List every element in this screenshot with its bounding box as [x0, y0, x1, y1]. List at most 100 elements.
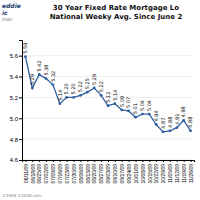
x-tick-mark [163, 160, 164, 162]
x-tick: 11/12/09 [174, 160, 180, 183]
data-label: 5.08 [119, 96, 125, 107]
y-tick-mark [19, 139, 22, 140]
x-tick-label: 09/24/09 [126, 164, 132, 184]
line [25, 57, 190, 132]
x-tick-mark [170, 160, 171, 162]
x-tick: 06/25/09 [36, 160, 42, 183]
x-tick-mark [156, 160, 157, 162]
x-tick-mark [67, 160, 68, 162]
y-tick: 5.2 [10, 95, 22, 101]
x-tick-label: 08/06/09 [78, 164, 84, 184]
point [169, 129, 172, 132]
data-label: 4.87 [160, 118, 166, 129]
x-tick-label: 09/17/09 [119, 164, 125, 184]
data-label: 5.42 [36, 60, 42, 71]
x-tick-mark [32, 160, 33, 162]
x-tick: 10/29/09 [160, 160, 166, 183]
x-tick: 07/09/09 [50, 160, 56, 183]
grid-line [22, 55, 194, 56]
x-tick-label: 07/09/09 [50, 164, 56, 184]
x-tick-label: 07/30/09 [71, 164, 77, 184]
point [65, 96, 68, 99]
x-tick-mark [177, 160, 178, 162]
x-tick: 08/27/09 [98, 160, 104, 183]
point [45, 77, 48, 80]
point [162, 130, 165, 133]
x-tick: 10/15/09 [147, 160, 153, 183]
x-tick-label: 09/03/09 [105, 164, 111, 184]
x-tick-mark [122, 160, 123, 162]
point [107, 104, 110, 107]
grid-line [22, 139, 194, 140]
x-tick-label: 08/13/09 [85, 164, 91, 184]
data-label: 5.29 [29, 74, 35, 85]
x-tick-mark [142, 160, 143, 162]
data-label: 5.25 [84, 78, 90, 89]
x-tick: 11/05/09 [167, 160, 173, 183]
x-tick-mark [149, 160, 150, 162]
y-tick: 5.6 [10, 53, 22, 59]
x-tick-label: 11/05/09 [167, 164, 173, 183]
plot-area: 4.64.85.05.25.45.606/11/0906/18/0906/25/… [10, 41, 195, 184]
x-tick-label: 11/26/09 [188, 164, 194, 183]
data-label: 5.22 [77, 81, 83, 92]
x-tick-mark [80, 160, 81, 162]
x-tick-mark [87, 160, 88, 162]
x-tick: 06/18/09 [30, 160, 36, 183]
point [72, 96, 75, 99]
y-tick-label: 4.6 [10, 157, 19, 163]
x-tick-mark [115, 160, 116, 162]
x-tick: 08/13/09 [85, 160, 91, 183]
x-tick-label: 07/23/09 [64, 164, 70, 184]
point [58, 102, 61, 105]
point [134, 116, 137, 119]
data-label: 4.94 [153, 110, 159, 121]
y-tick-label: 4.8 [10, 137, 19, 143]
y-tick-mark [19, 97, 22, 98]
x-tick: 07/23/09 [64, 160, 70, 183]
x-tick-mark [108, 160, 109, 162]
point [120, 109, 123, 112]
y-tick-label: 5.2 [10, 95, 19, 101]
x-axis-line [23, 161, 195, 163]
annotation: mac [2, 16, 13, 22]
x-tick: 06/11/09 [23, 160, 29, 183]
x-tick-label: 10/29/09 [160, 164, 166, 184]
y-tick-label: 5.6 [10, 53, 19, 59]
x-tick: 09/10/09 [112, 160, 118, 183]
data-label: 5.04 [139, 100, 145, 111]
x-axis: 06/11/0906/18/0906/25/0907/02/0907/09/09… [23, 160, 195, 183]
point [175, 126, 178, 129]
point [31, 87, 34, 90]
data-label: 4.98 [180, 106, 186, 117]
x-tick-mark [53, 160, 54, 162]
point [24, 55, 27, 58]
point [141, 113, 144, 116]
x-tick: 09/03/09 [105, 160, 111, 183]
x-tick-mark [74, 160, 75, 162]
x-tick: 11/19/09 [181, 160, 187, 183]
x-tick-mark [46, 160, 47, 162]
x-tick-mark [129, 160, 130, 162]
annotation: eddie [2, 2, 21, 9]
grid [22, 56, 194, 160]
point [189, 129, 192, 132]
annotation: ©2009 ©2038.com [2, 193, 42, 198]
data-label: 4.88 [167, 117, 173, 128]
point [79, 94, 82, 97]
point [155, 123, 158, 126]
x-tick-label: 10/22/09 [153, 164, 159, 184]
data-label: 5.20 [63, 83, 69, 94]
title: 30 Year Fixed Rate Mortgage Lo [53, 4, 179, 12]
data-label: 4.91 [174, 114, 180, 125]
x-tick-mark [39, 160, 40, 162]
data-label: 5.59 [22, 43, 28, 54]
x-tick-label: 06/11/09 [23, 164, 29, 183]
data-label: 5.20 [70, 83, 76, 94]
y-tick-label: 5.0 [10, 116, 19, 122]
data-label: 5.07 [125, 97, 131, 108]
x-tick-mark [60, 160, 61, 162]
data-label: 5.04 [146, 100, 152, 111]
y-tick-mark [19, 77, 22, 78]
x-tick: 07/16/09 [57, 160, 63, 183]
